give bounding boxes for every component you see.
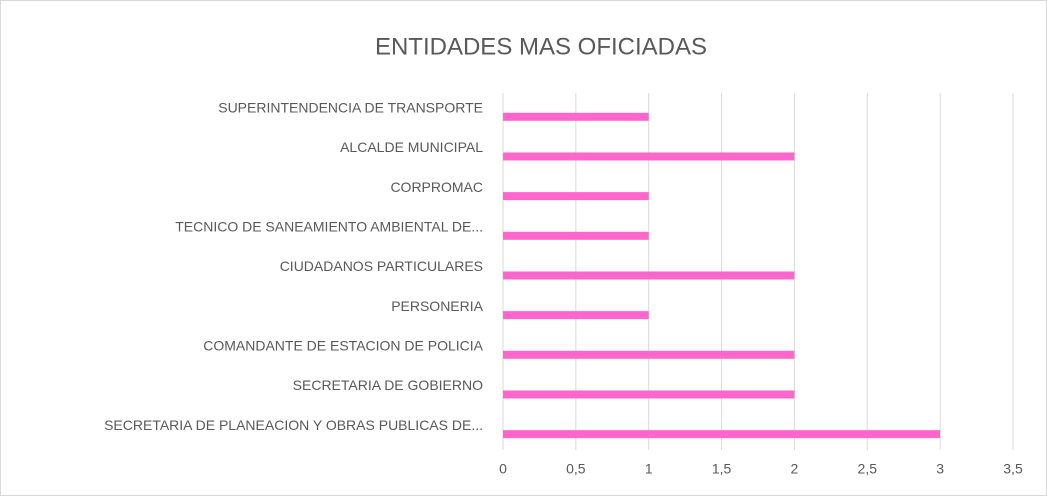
bar bbox=[503, 231, 649, 240]
bar bbox=[503, 311, 649, 320]
y-tick-label: CORPROMAC bbox=[390, 179, 483, 195]
x-tick-label: 0 bbox=[499, 461, 507, 477]
y-tick-label: TECNICO DE SANEAMIENTO AMBIENTAL DE... bbox=[175, 219, 483, 235]
x-tick-label: 2,5 bbox=[858, 461, 878, 477]
bar bbox=[503, 271, 795, 280]
x-tick-label: 3,5 bbox=[1003, 461, 1023, 477]
y-tick-label: SUPERINTENDENCIA DE TRANSPORTE bbox=[218, 100, 483, 116]
y-tick-label: SECRETARIA DE PLANEACION Y OBRAS PUBLICA… bbox=[104, 417, 483, 433]
x-tick-label: 3 bbox=[936, 461, 944, 477]
bar bbox=[503, 192, 649, 201]
bar bbox=[503, 112, 649, 121]
bar bbox=[503, 430, 941, 439]
x-tick-label: 2 bbox=[791, 461, 799, 477]
x-tick-label: 1 bbox=[645, 461, 653, 477]
y-tick-label: SECRETARIA DE GOBIERNO bbox=[293, 377, 483, 393]
y-tick-label: CIUDADANOS PARTICULARES bbox=[280, 258, 483, 274]
x-tick-label: 1,5 bbox=[712, 461, 732, 477]
y-tick-label: ALCALDE MUNICIPAL bbox=[340, 139, 483, 155]
y-tick-label: PERSONERIA bbox=[391, 298, 483, 314]
x-tick-label: 0,5 bbox=[566, 461, 586, 477]
bar bbox=[503, 350, 795, 359]
bar bbox=[503, 152, 795, 161]
y-tick-label: COMANDANTE DE ESTACION DE POLICIA bbox=[203, 338, 483, 354]
bar bbox=[503, 390, 795, 399]
chart-title: ENTIDADES MAS OFICIADAS bbox=[375, 33, 707, 60]
